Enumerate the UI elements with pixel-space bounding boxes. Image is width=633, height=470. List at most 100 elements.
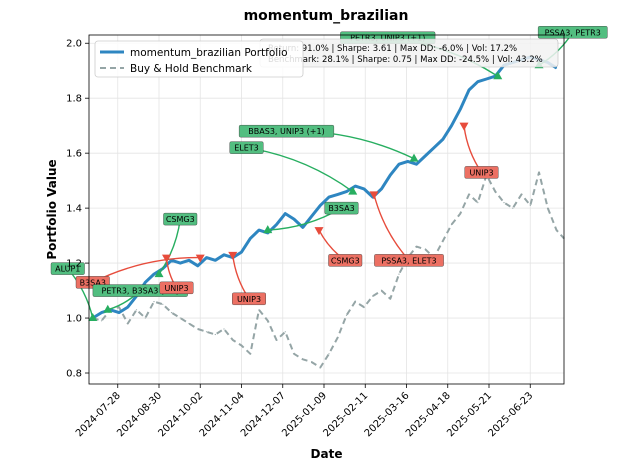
annotation-box [464,166,499,179]
data-point [380,290,383,292]
data-point [179,317,181,319]
trade-annotation: ELET3 [229,141,358,195]
legend-box [94,40,304,78]
data-point [380,188,383,190]
y-tick-label: 0.8 [66,369,82,380]
annotation-box [229,141,264,154]
annotation-box [374,254,444,267]
data-point [162,303,164,305]
portfolio-series [92,55,558,320]
sell-marker [459,122,469,131]
data-point [223,254,225,256]
legend: momentum_brazilian Portfolio Buy & Hold … [94,40,304,78]
annotation-box [238,124,335,138]
data-point [284,331,286,333]
data-point [354,185,356,187]
data-point [118,306,120,308]
stats-box: Return: 91.0% | Sharpe: 3.61 | Max DD: -… [259,38,559,68]
trade-annotation: PSSA3, ELET3 [369,191,444,267]
y-tick-label: 1.8 [66,94,82,105]
buy-marker [154,269,164,278]
annotation-box [232,292,266,306]
data-point [144,317,146,319]
annotation-label: CSMG3 [331,256,360,265]
annotation-arrow [373,194,410,261]
data-point [337,336,339,338]
y-tick-label: 2.0 [66,39,82,50]
data-point [214,333,216,336]
annotation-label: UNIP3 [237,295,261,304]
data-point [494,191,496,193]
annotation-box [328,254,363,267]
data-point [240,251,243,253]
data-point [188,322,190,325]
stats-line-benchmark: Benchmark: 28.1% | Sharpe: 0.75 | Max DD… [268,55,543,65]
data-point [415,246,418,248]
trade-annotation: UNIP3 [459,122,499,179]
data-point [485,78,488,80]
data-point [197,328,199,330]
trade-annotation: BBAS3, UNIP3 (+1) [238,124,419,162]
data-point [302,358,304,360]
data-point [310,361,313,363]
data-point [389,174,391,176]
annotation-label: UNIP3 [164,284,188,293]
data-point [258,229,260,231]
data-point [127,306,129,308]
data-point [293,353,295,355]
data-point [205,331,208,333]
trade-annotation: UNIP3 [159,254,194,295]
data-point [468,193,470,195]
data-point [118,312,120,314]
data-point [398,163,400,165]
y-tick-label: 1.6 [66,149,82,160]
annotation-label: B3SA3 [328,204,354,213]
data-point [170,259,173,261]
sell-marker [228,251,238,260]
data-point [547,207,549,209]
sell-marker [162,254,171,263]
annotation-label: PETR3, B3SA3 (+1) [102,287,179,296]
buy-marker [88,313,98,322]
trade-annotation: CSMG3 [154,212,198,278]
data-point [477,81,479,83]
sell-marker [195,254,205,263]
data-point [468,89,470,91]
data-point [328,196,330,198]
data-point [459,213,461,215]
trade-annotation: CSMG3 [314,227,363,267]
data-point [249,237,251,239]
buy-marker [493,71,503,80]
data-point [407,160,409,162]
annotation-box [324,201,359,215]
data-point [135,309,138,311]
legend-label-benchmark: Buy & Hold Benchmark [130,63,253,75]
annotation-box [50,262,85,275]
data-point [267,320,269,322]
data-point [240,344,243,347]
data-point [415,163,418,165]
data-point [197,265,199,267]
annotation-box [163,212,198,226]
data-point [459,108,461,110]
data-point [424,248,426,250]
data-point [100,320,103,322]
data-point [345,314,348,316]
grid [89,35,564,384]
y-tick-label: 1.2 [66,259,82,270]
buy-marker [409,153,419,162]
data-point [188,259,190,261]
data-point [398,273,400,275]
data-point [345,191,348,193]
trade-annotation: ALUP1 [50,262,98,322]
plot-frame [88,34,565,385]
y-tick-label: 1.4 [66,204,82,215]
data-point [424,155,426,157]
annotation-label: CSMG3 [166,215,195,224]
series-line-momentum-brazilian-portfolio [92,55,558,320]
stats-line-return: Return: 91.0% | Sharpe: 3.61 | Max DD: -… [268,44,517,54]
annotation-label: ELET3 [234,144,259,153]
data-point [284,213,286,215]
annotation-label: UNIP3 [469,168,493,177]
